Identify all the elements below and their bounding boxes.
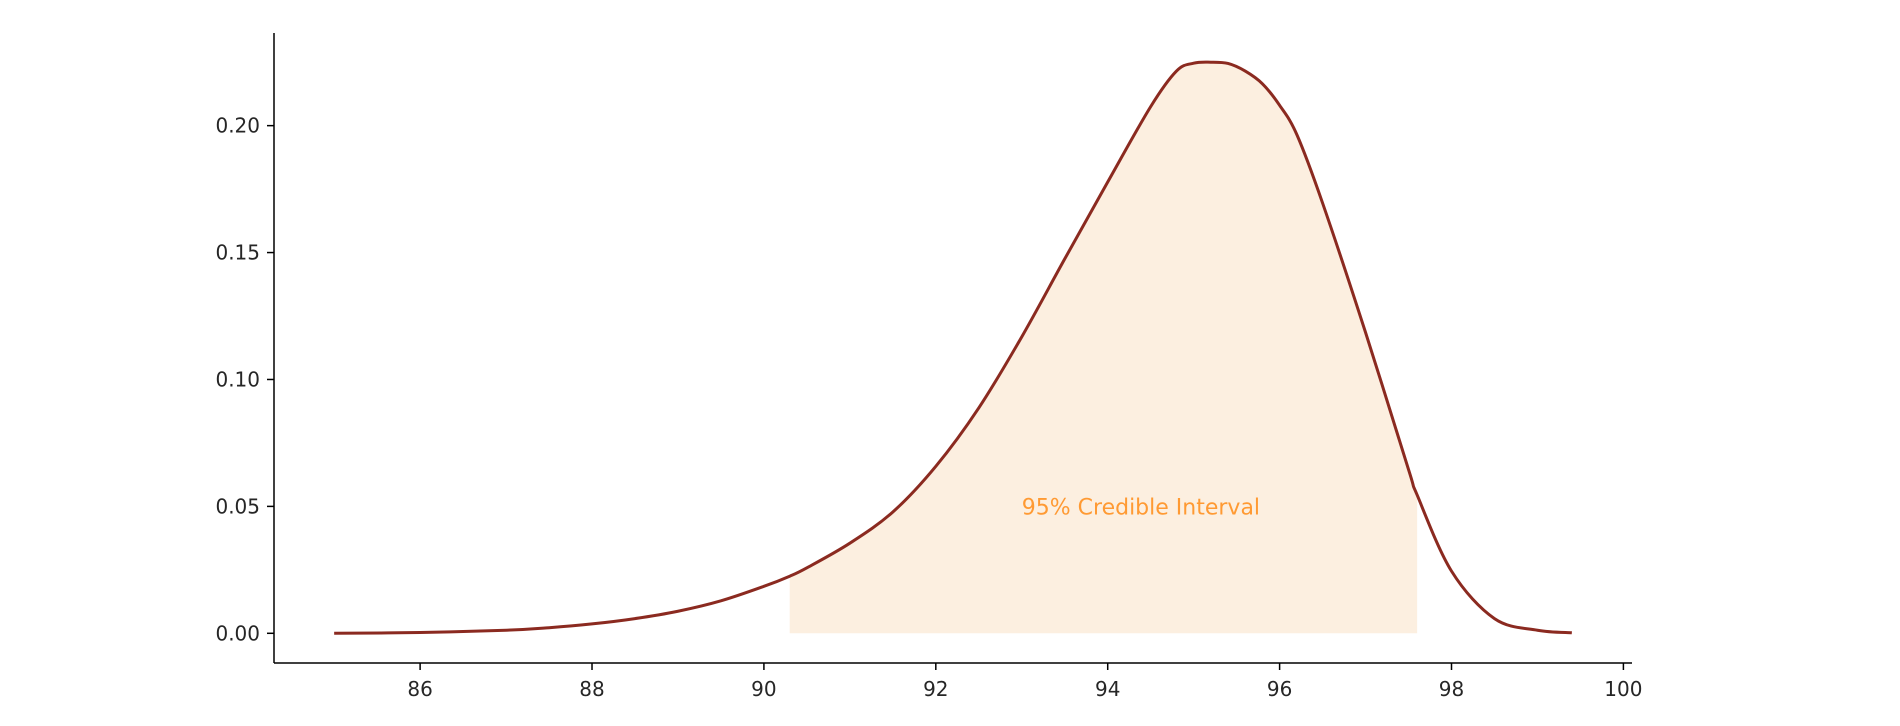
x-tick-label: 94 bbox=[1095, 677, 1120, 701]
x-tick-label: 90 bbox=[751, 677, 776, 701]
density-curve bbox=[334, 60, 1572, 635]
y-tick-label: 0.20 bbox=[215, 114, 260, 138]
y-ticks: 0.00 0.05 0.10 0.15 0.20 bbox=[215, 114, 274, 645]
y-tick-label: 0.15 bbox=[215, 241, 260, 265]
x-tick-label: 92 bbox=[923, 677, 948, 701]
y-tick-label: 0.10 bbox=[215, 367, 260, 391]
x-tick-label: 98 bbox=[1439, 677, 1464, 701]
x-tick-label: 86 bbox=[407, 677, 432, 701]
y-tick-label: 0.05 bbox=[215, 494, 260, 518]
x-tick-label: 100 bbox=[1604, 677, 1642, 701]
x-tick-label: 96 bbox=[1267, 677, 1292, 701]
shaded-area bbox=[789, 62, 1418, 634]
credible-interval-region bbox=[789, 62, 1418, 634]
x-tick-label: 88 bbox=[579, 677, 604, 701]
x-ticks: 86 88 90 92 94 96 98 100 bbox=[407, 663, 1642, 701]
axes bbox=[273, 33, 1632, 664]
credible-interval-label: 95% Credible Interval bbox=[1022, 495, 1260, 520]
y-tick-label: 0.00 bbox=[215, 621, 260, 645]
